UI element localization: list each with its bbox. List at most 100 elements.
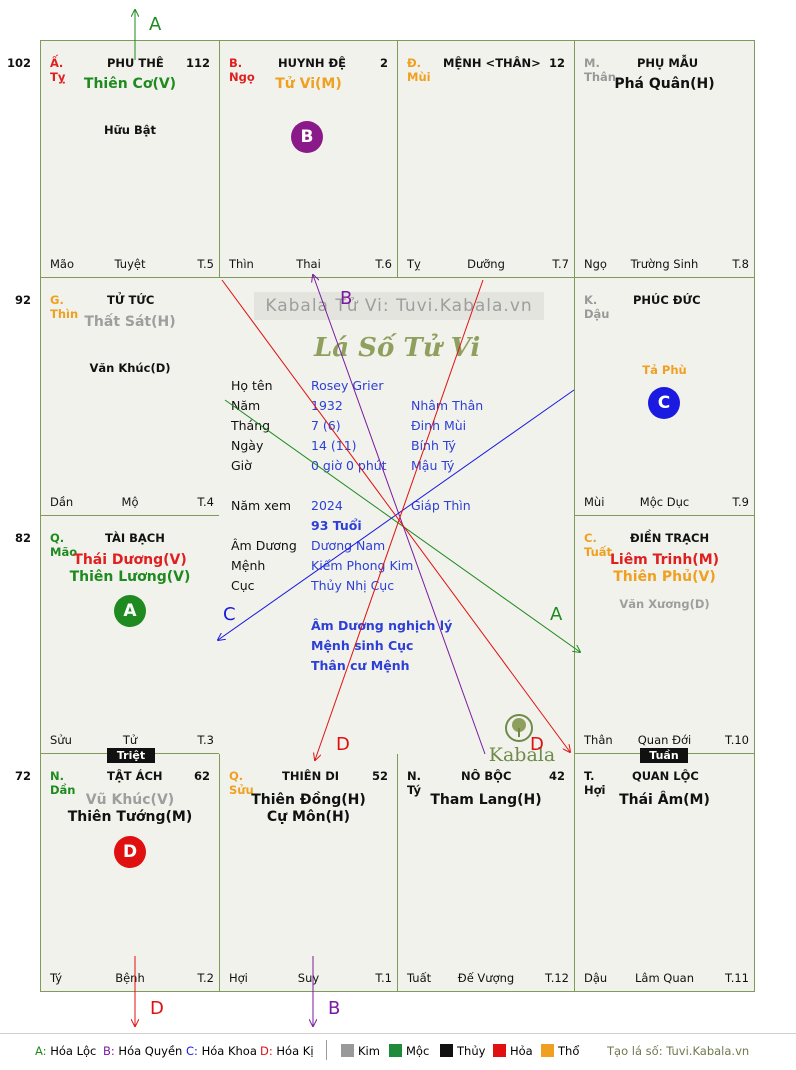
palace-number: 2 bbox=[379, 56, 388, 70]
legend-bar: A: Hóa Lộc B: Hóa Quyền C: Hóa Khoa D: H… bbox=[0, 1034, 796, 1064]
triet-tag: Triệt bbox=[107, 748, 155, 763]
cell-footer-left: Ngọ bbox=[584, 257, 607, 271]
palace-branch: Q. Mão bbox=[50, 531, 78, 559]
arrow-label-b-bottom: B bbox=[328, 998, 340, 1019]
palace-branch: N. Dần bbox=[50, 769, 76, 797]
cell-footer-mid: Quan Đới bbox=[637, 733, 692, 747]
cell-footer-left: Tuất bbox=[407, 971, 432, 985]
info-extra: Đinh Mùi bbox=[411, 418, 467, 433]
palace-name: QUAN LỘC bbox=[632, 769, 699, 783]
site-watermark: Kabala Tử Vi: Tuvi.Kabala.vn bbox=[254, 292, 544, 320]
cell-footer-mid: Trường Sinh bbox=[630, 257, 699, 271]
palace-number: 92 bbox=[14, 293, 31, 307]
info-value: Dương Nam bbox=[311, 538, 386, 553]
palace-branch: G. Thìn bbox=[50, 293, 79, 321]
center-info-panel: Kabala Tử Vi: Tuvi.Kabala.vn Lá Số Tử Vi… bbox=[219, 278, 574, 766]
cell-footer-right: T.3 bbox=[197, 733, 214, 747]
color-swatch-icon bbox=[493, 1044, 506, 1057]
palace-phu-the[interactable]: Ấ. Tỵ PHU THÊ 102 Thiên Cơ(V) Hữu Bật Mão T… bbox=[7, 40, 220, 278]
palace-phu-mau[interactable]: M. Thân PHỤ MẪU 12 Phá Quân(H) Ngọ Trường S… bbox=[549, 40, 755, 278]
palace-tat-ach[interactable]: N. Dần TẬT ÁCH 72 Vũ Khúc(V) Thiên Tướng(M… bbox=[15, 753, 220, 992]
kabala-logo-text: Kabala bbox=[488, 744, 556, 766]
cell-footer-right: T.7 bbox=[552, 257, 569, 271]
note-line: Thân cư Mệnh bbox=[311, 658, 410, 673]
legend-hoa-khoa: C: Hóa Khoa bbox=[186, 1044, 257, 1058]
main-star: Thiên Cơ(V) bbox=[83, 76, 177, 92]
cell-footer-mid: Bệnh bbox=[115, 971, 145, 985]
palace-number: 82 bbox=[14, 531, 31, 545]
palace-name: TỬ TỨC bbox=[107, 293, 155, 307]
cell-footer-mid: Suy bbox=[297, 971, 320, 985]
cell-footer-left: Mão bbox=[50, 257, 75, 271]
palace-name: PHỤ MẪU bbox=[637, 56, 699, 70]
info-label: Ngày bbox=[231, 438, 264, 453]
kabala-logo: Kabala bbox=[487, 714, 557, 766]
palace-name: NÔ BỘC bbox=[461, 769, 512, 783]
info-label: Âm Dương bbox=[231, 538, 297, 553]
cell-footer-right: T.1 bbox=[375, 971, 392, 985]
color-swatch-icon bbox=[389, 1044, 402, 1057]
main-star: Tham Lang(H) bbox=[430, 792, 542, 808]
palace-number: 112 bbox=[185, 56, 210, 70]
minor-star: Văn Khúc(D) bbox=[89, 361, 171, 375]
palace-huynh-de[interactable]: B. Ngọ HUYNH ĐỆ 112 Tử Vi(M) B Thìn Thai T.6 bbox=[186, 40, 398, 278]
palace-tai-bach[interactable]: Q. Mão TÀI BẠCH 82 Thái Dương(V) Thiên Lươ… bbox=[15, 515, 220, 754]
age-value: 93 Tuổi bbox=[311, 518, 362, 533]
info-value: Kiếm Phong Kim bbox=[311, 558, 414, 573]
cell-footer-right: T.6 bbox=[375, 257, 392, 271]
main-star: Tử Vi(M) bbox=[275, 76, 342, 92]
palace-name: PHÚC ĐỨC bbox=[633, 293, 701, 307]
chart-brand-title: Lá Số Tử Vi bbox=[314, 333, 481, 363]
hoa-loc-circle: A bbox=[114, 595, 146, 627]
main-star: Thiên Lương(V) bbox=[69, 569, 191, 585]
main-star: Thiên Đồng(H) bbox=[251, 792, 366, 808]
info-label: Họ tên bbox=[231, 378, 273, 393]
cell-footer-left: Sửu bbox=[50, 733, 72, 747]
main-star: Thái Âm(M) bbox=[619, 792, 710, 808]
color-swatch-icon bbox=[440, 1044, 453, 1057]
cell-footer-mid: Mộc Dục bbox=[639, 495, 690, 509]
arrow-label-b-mid: B bbox=[340, 288, 352, 309]
note-line: Âm Dương nghịch lý bbox=[311, 618, 453, 633]
palace-name: HUYNH ĐỆ bbox=[278, 56, 347, 70]
tuan-tag: Tuần bbox=[640, 748, 688, 763]
palace-quan-loc[interactable]: T. Hợi QUAN LỘC 42 Thái Âm(M) Dậu Lâm Quan T… bbox=[549, 753, 755, 992]
arrow-overlay: A B C A D D D B bbox=[0, 0, 796, 1034]
palace-menh[interactable]: Đ. Mùi MỆNH <THÂN> 2 Tỵ Dưỡng T.7 bbox=[380, 40, 575, 278]
palace-name: ĐIỀN TRẠCH bbox=[630, 531, 710, 545]
tree-logo-icon bbox=[505, 714, 533, 742]
cell-footer-mid: Tử bbox=[122, 733, 138, 747]
cell-footer-right: T.5 bbox=[197, 257, 214, 271]
palace-thien-di[interactable]: Q. Sửu THIÊN DI 62 Thiên Đồng(H) Cự Môn(H)… bbox=[194, 753, 398, 992]
hoa-ki-arrow-right bbox=[221, 279, 570, 752]
cell-footer-right: T.9 bbox=[732, 495, 749, 509]
palace-number: 12 bbox=[548, 56, 565, 70]
palace-no-boc[interactable]: N. Tý NÔ BỘC 52 Tham Lang(H) Tuất Đế Vượng T… bbox=[372, 753, 575, 992]
info-value: 2024 bbox=[311, 498, 343, 513]
palace-name: MỆNH <THÂN> bbox=[443, 56, 541, 70]
legend-element-moc: Mộc bbox=[389, 1044, 429, 1058]
palace-branch: B. Ngọ bbox=[229, 56, 255, 84]
note-line: Mệnh sinh Cục bbox=[311, 638, 414, 653]
cell-footer-left: Thìn bbox=[229, 257, 254, 271]
cell-footer-mid: Lâm Quan bbox=[635, 971, 694, 985]
palace-branch: M. Thân bbox=[584, 56, 616, 84]
hoa-loc-arrow-right bbox=[224, 399, 580, 652]
legend-element-kim: Kim bbox=[341, 1044, 380, 1058]
site-link[interactable]: Tạo lá số: Tuvi.Kabala.vn bbox=[607, 1044, 750, 1058]
arrow-label-d-right: D bbox=[530, 734, 544, 755]
palace-branch: Ấ. Tỵ bbox=[50, 56, 66, 84]
info-label: Tháng bbox=[231, 418, 271, 433]
info-value: 14 (11) bbox=[311, 438, 357, 453]
info-label: Cục bbox=[231, 578, 255, 593]
palace-tu-tuc[interactable]: G. Thìn TỬ TỨC 92 Thất Sát(H) Văn Khúc(D) … bbox=[15, 277, 220, 516]
legend-element-hoa: Hỏa bbox=[493, 1044, 533, 1058]
color-swatch-icon bbox=[341, 1044, 354, 1057]
hoa-ki-circle: D bbox=[114, 836, 146, 868]
palace-branch: Q. Sửu bbox=[229, 769, 254, 797]
palace-number: 72 bbox=[14, 769, 31, 783]
cell-footer-mid: Tuyệt bbox=[114, 257, 146, 271]
palace-number: 42 bbox=[548, 769, 565, 783]
